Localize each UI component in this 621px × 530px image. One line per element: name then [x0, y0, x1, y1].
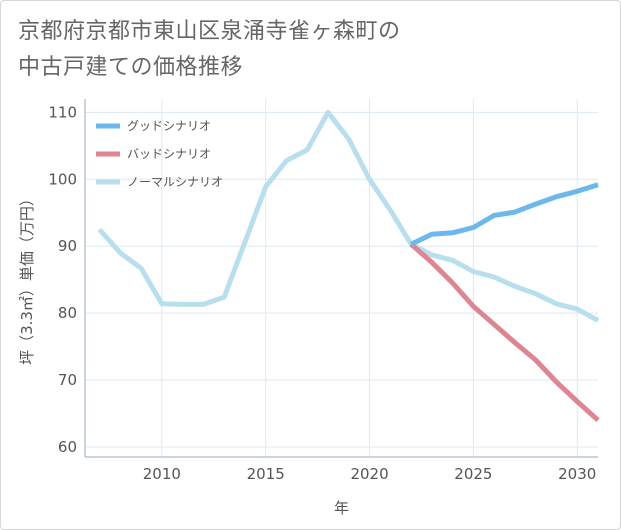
chart-title-line-1: 京都府京都市東山区泉涌寺雀ヶ森町の: [18, 19, 401, 44]
y-tick-label: 110: [48, 103, 77, 121]
y-tick-label: 70: [58, 371, 77, 389]
chart-title: 京都府京都市東山区泉涌寺雀ヶ森町の 中古戸建ての価格推移: [18, 14, 608, 86]
chart-grid: [85, 99, 598, 457]
x-tick-label: 2015: [247, 465, 285, 483]
y-tick-label: 90: [58, 237, 77, 255]
x-tick-label: 2030: [558, 465, 596, 483]
series-line-2: [97, 109, 600, 323]
x-axis-title: 年: [334, 499, 349, 517]
y-tick-label: 80: [58, 304, 77, 322]
series-line-0: [410, 182, 599, 247]
y-tick-label: 100: [48, 170, 77, 188]
chart-tick-labels: 60 70 80 90 100 110 2010 2015 2020 2025 2030: [48, 103, 596, 483]
x-tick-label: 2010: [143, 465, 181, 483]
chart-axes: [84, 99, 598, 458]
chart-title-line-2: 中古戸建ての価格推移: [18, 55, 244, 80]
y-axis-title: 坪（3.3㎡）単価（万円）: [18, 191, 36, 365]
x-tick-label: 2020: [350, 465, 388, 483]
legend-label[interactable]: グッドシナリオ: [127, 119, 211, 133]
series-line-1: [409, 242, 600, 423]
legend-label[interactable]: ノーマルシナリオ: [127, 175, 223, 189]
chart-series: [97, 109, 600, 423]
y-tick-label: 60: [58, 438, 77, 456]
x-tick-label: 2025: [454, 465, 492, 483]
legend-label[interactable]: バッドシナリオ: [127, 147, 211, 161]
